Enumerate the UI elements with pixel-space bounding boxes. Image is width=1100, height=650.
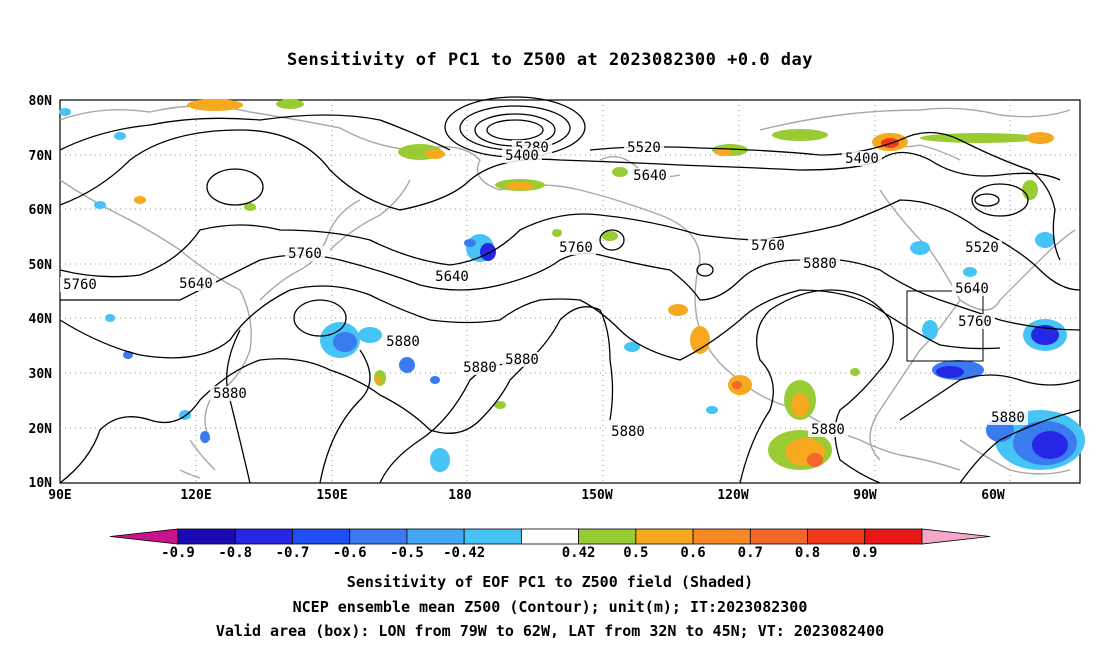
contour-label: 5640 [435, 269, 469, 285]
contour-label-bg [60, 277, 100, 292]
contour-label: 5400 [505, 148, 539, 164]
colorbar-swatch [749, 528, 808, 545]
contour-label: 5520 [627, 140, 661, 156]
colorbar: -0.9 -0.8 -0.7 -0.6 -0.5 -0.42 0.42 0.5 0.6 0.7 0.… [109, 528, 991, 561]
colorbar-label: 0.9 [852, 545, 877, 561]
lat-label: 40N [29, 312, 53, 327]
contour-label-bg [285, 246, 325, 261]
colorbar-swatch [578, 528, 637, 545]
contour-label-bg [952, 281, 992, 296]
lat-label: 70N [29, 149, 53, 164]
lon-axis-labels: 90E 120E 150E 180 150W 120W 90W 60W [48, 488, 1005, 503]
contour-label-bg [800, 256, 840, 271]
contour-label: 5880 [811, 422, 845, 438]
contour-label-bg [808, 422, 848, 437]
colorbar-swatch [349, 528, 408, 545]
colorbar-left-arrow [109, 528, 179, 545]
contour-label: 5760 [559, 240, 593, 256]
chart-title: Sensitivity of PC1 to Z500 at 2023082300… [286, 50, 813, 70]
colorbar-swatch [807, 528, 866, 545]
lat-label: 30N [29, 367, 53, 382]
contour-labels: 5280540054005520552056405640564056405760… [60, 140, 1028, 440]
contour-label-bg [176, 276, 216, 291]
lon-label: 150E [316, 488, 347, 503]
colorbar-label: 0.6 [680, 545, 705, 561]
contour-label: 5880 [505, 352, 539, 368]
contour-label: 5640 [179, 276, 213, 292]
contour-label: 5640 [633, 168, 667, 184]
lat-label: 10N [29, 476, 53, 491]
lon-label: 120W [717, 488, 748, 503]
contour-label-bg [502, 148, 542, 163]
colorbar-swatch [635, 528, 694, 545]
contour-label: 5400 [845, 151, 879, 167]
contour-label-bg [608, 424, 648, 439]
lon-label: 150W [581, 488, 612, 503]
colorbar-swatch [177, 528, 236, 545]
lat-label: 80N [29, 94, 53, 109]
contour-label-bg [630, 168, 670, 183]
colorbar-label: -0.8 [218, 545, 252, 561]
colorbar-label: 0.8 [795, 545, 820, 561]
lon-label: 180 [448, 488, 472, 503]
colorbar-label: 0.7 [738, 545, 763, 561]
colorbar-swatch [864, 528, 923, 545]
lat-label: 50N [29, 258, 53, 273]
colorbar-label: -0.6 [333, 545, 367, 561]
contour-label: 5640 [955, 281, 989, 297]
contour-label: 5880 [991, 410, 1025, 426]
colorbar-swatch [692, 528, 751, 545]
contour-label: 5760 [958, 314, 992, 330]
lon-label: 90W [853, 488, 877, 503]
colorbar-label: 0.5 [623, 545, 648, 561]
contour-label: 5760 [751, 238, 785, 254]
colorbar-label: -0.5 [390, 545, 424, 561]
contour-label-bg [210, 386, 250, 401]
colorbar-swatch [292, 528, 351, 545]
colorbar-swatch [406, 528, 465, 545]
contour-label-bg [432, 269, 472, 284]
lat-label: 60N [29, 203, 53, 218]
contour-label: 5880 [213, 386, 247, 402]
contour-label-bg [842, 151, 882, 166]
lat-axis-labels: 80N 70N 60N 50N 40N 30N 20N 10N [29, 94, 53, 491]
contour-label-bg [502, 352, 542, 367]
contour-label: 5760 [288, 246, 322, 262]
colorbar-label: -0.42 [443, 545, 485, 561]
lon-label: 90E [48, 488, 71, 503]
contour-label-bg [556, 240, 596, 255]
lat-label: 20N [29, 422, 53, 437]
contour-label-bg [962, 240, 1002, 255]
colorbar-label: -0.7 [276, 545, 310, 561]
contour-label: 5880 [611, 424, 645, 440]
colorbar-label: 0.42 [562, 545, 596, 561]
caption-line-2: NCEP ensemble mean Z500 (Contour); unit(… [292, 598, 808, 616]
contour-label-bg [460, 360, 500, 375]
colorbar-right-arrow [921, 528, 991, 545]
contour-label-bg [955, 314, 995, 329]
contour-label-bg [988, 410, 1028, 425]
contour-label: 5880 [463, 360, 497, 376]
contour-label: 5520 [965, 240, 999, 256]
colorbar-swatch [463, 528, 522, 545]
colorbar-swatch [520, 528, 580, 545]
contour-label: 5880 [386, 334, 420, 350]
colorbar-label: -0.9 [161, 545, 195, 561]
lon-label: 120E [180, 488, 211, 503]
grid-lines [60, 100, 1080, 483]
caption-line-1: Sensitivity of EOF PC1 to Z500 field (Sh… [346, 573, 754, 591]
contour-label-bg [383, 334, 423, 349]
contour-label: 5880 [803, 256, 837, 272]
contour-label: 5760 [63, 277, 97, 293]
lon-label: 60W [981, 488, 1005, 503]
contour-label-bg [624, 140, 664, 155]
contour-label-bg [748, 238, 788, 253]
caption-line-3: Valid area (box): LON from 79W to 62W, L… [215, 622, 885, 640]
colorbar-swatch [234, 528, 293, 545]
